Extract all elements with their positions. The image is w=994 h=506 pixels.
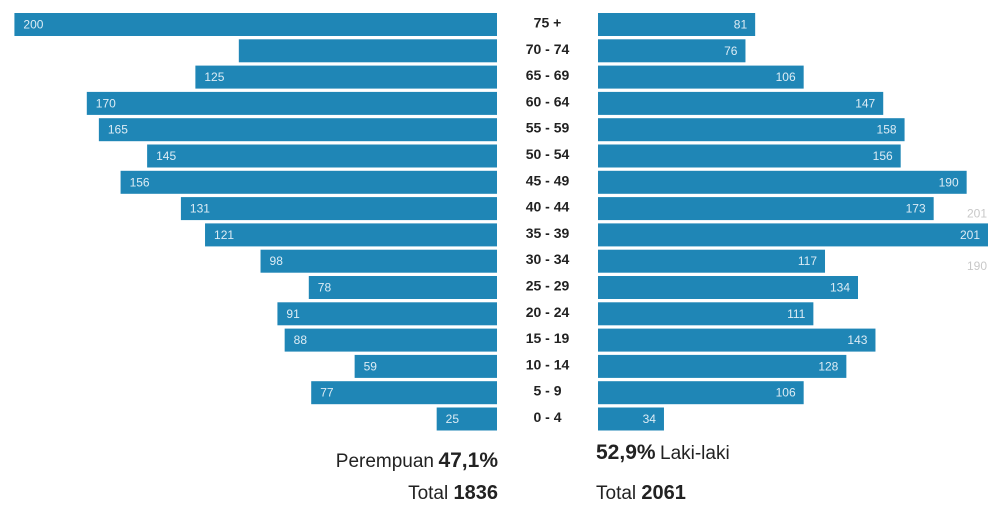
- age-group-label: 50 - 54: [526, 146, 570, 162]
- female-summary: Perempuan 47,1%: [336, 449, 498, 473]
- male-bar-20-24: [598, 302, 814, 326]
- female-value-label: 98: [270, 254, 284, 268]
- female-bar-70-74: [238, 39, 497, 63]
- female-bar-10-14: [354, 354, 497, 378]
- female-value-label: 59: [364, 359, 378, 373]
- male-total-word: Total: [596, 483, 637, 504]
- male-bar-70-74: [598, 39, 746, 63]
- male-value-label: 201: [960, 228, 980, 242]
- female-value-label: 77: [320, 386, 334, 400]
- male-value-label: 106: [776, 386, 796, 400]
- female-value-label: 91: [286, 307, 300, 321]
- male-bar-35-39: [598, 223, 988, 247]
- male-value-label: 156: [873, 149, 893, 163]
- female-value-label: 25: [446, 412, 460, 426]
- age-group-label: 75 +: [534, 15, 562, 31]
- male-bar-25-29: [598, 276, 858, 299]
- male-summary: 52,9% Laki-laki: [596, 441, 730, 465]
- age-group-label: 30 - 34: [526, 251, 570, 267]
- female-bar-55-59: [98, 118, 498, 142]
- female-bar-60-64: [86, 91, 497, 115]
- female-bar-45-49: [120, 170, 497, 194]
- male-bar-65-69: [598, 65, 804, 89]
- male-percentage: 52,9%: [596, 441, 656, 464]
- male-value-label: 81: [734, 18, 748, 32]
- female-bar-25-29: [308, 276, 497, 299]
- male-bar-55-59: [598, 118, 905, 142]
- female-bar-20-24: [277, 302, 497, 326]
- female-bar-35-39: [205, 223, 497, 247]
- male-value-label: 158: [877, 123, 897, 137]
- male-label: Laki-laki: [660, 443, 730, 464]
- male-value-label: 190: [939, 175, 959, 189]
- age-group-label: 55 - 59: [526, 120, 570, 136]
- male-value-label: 106: [776, 70, 796, 84]
- female-bar-0-4: [436, 407, 497, 431]
- male-bar-45-49: [598, 170, 967, 194]
- male-value-label: 173: [906, 202, 926, 216]
- male-bar-0-4: [598, 407, 664, 431]
- female-total-value: 1836: [453, 482, 499, 504]
- female-value-label: 200: [23, 18, 43, 32]
- male-bar-5-9: [598, 381, 804, 405]
- female-bar-30-34: [260, 249, 497, 273]
- male-total-line: Total 2061: [596, 482, 686, 505]
- female-value-label: 78: [318, 281, 332, 295]
- female-value-label: 131: [190, 202, 210, 216]
- male-bar-15-19: [598, 328, 876, 352]
- female-value-label: 125: [204, 70, 224, 84]
- male-value-label: 111: [787, 307, 806, 321]
- female-value-label: 156: [130, 175, 150, 189]
- female-total-line: Total 1836: [408, 482, 498, 505]
- male-bar-30-34: [598, 249, 826, 273]
- age-group-label: 20 - 24: [526, 304, 570, 320]
- female-value-label: 165: [108, 123, 128, 137]
- female-total-word: Total: [408, 483, 449, 504]
- age-group-label: 25 - 29: [526, 278, 570, 294]
- female-value-label: 170: [96, 96, 116, 110]
- male-value-label: 117: [798, 254, 817, 268]
- female-bar-50-54: [147, 144, 497, 168]
- age-group-label: 40 - 44: [526, 199, 570, 215]
- male-value-label: 134: [830, 281, 850, 295]
- female-value-label: 88: [294, 333, 308, 347]
- male-total-value: 2061: [641, 482, 686, 504]
- female-bar-40-44: [180, 197, 498, 221]
- male-value-label: 128: [818, 359, 838, 373]
- female-label: Perempuan: [335, 451, 434, 472]
- age-group-label: 35 - 39: [526, 225, 570, 241]
- age-group-label: 65 - 69: [526, 67, 570, 83]
- male-bar-10-14: [598, 354, 847, 378]
- age-group-label: 5 - 9: [533, 383, 561, 399]
- outside-annotation-label: 201: [967, 207, 987, 221]
- female-bar-15-19: [284, 328, 497, 352]
- male-value-label: 34: [643, 412, 657, 426]
- male-value-label: 147: [855, 96, 875, 110]
- age-group-label: 10 - 14: [526, 356, 570, 372]
- male-value-label: 143: [847, 333, 867, 347]
- female-bar-5-9: [311, 381, 497, 405]
- female-percentage: 47,1%: [438, 449, 498, 472]
- age-group-label: 0 - 4: [533, 409, 561, 425]
- age-group-label: 60 - 64: [526, 93, 570, 109]
- age-group-label: 70 - 74: [526, 41, 570, 57]
- age-group-label: 15 - 19: [526, 330, 570, 346]
- male-bar-50-54: [598, 144, 901, 168]
- outside-annotation-label: 190: [967, 259, 987, 273]
- male-bar-40-44: [598, 197, 934, 221]
- male-bar-60-64: [598, 91, 884, 115]
- female-value-label: 145: [156, 149, 176, 163]
- male-bar-75: [598, 13, 756, 36]
- female-bar-65-69: [195, 65, 497, 89]
- age-group-label: 45 - 49: [526, 172, 570, 188]
- female-bar-75: [14, 13, 498, 36]
- female-value-label: 121: [214, 228, 234, 242]
- male-value-label: 76: [724, 44, 738, 58]
